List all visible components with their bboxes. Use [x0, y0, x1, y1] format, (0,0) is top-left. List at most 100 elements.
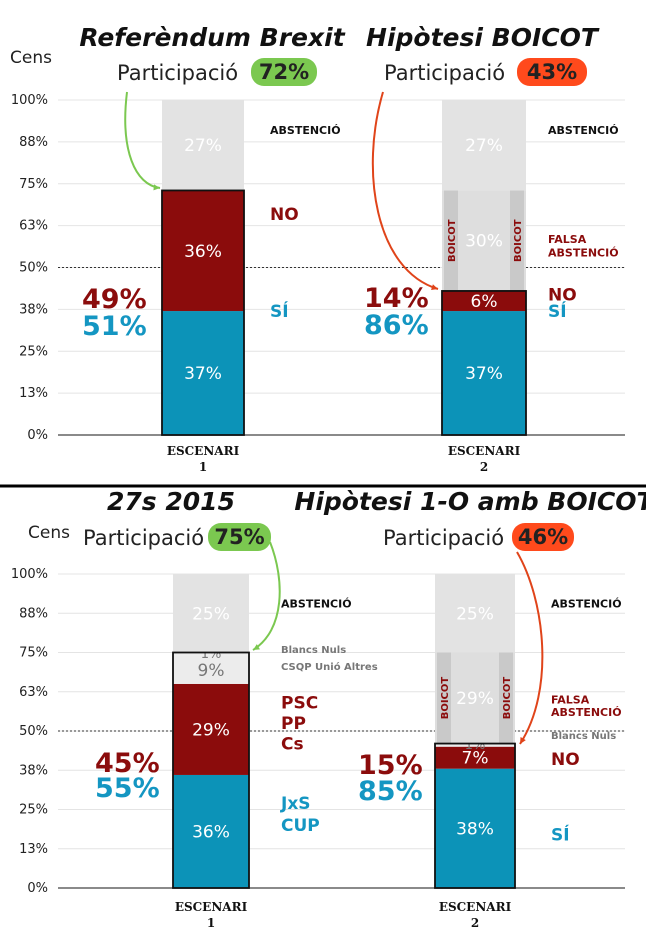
participation-outline: [441, 290, 527, 436]
boicot-strip-right: [499, 652, 513, 744]
participation-label: Participació: [383, 526, 504, 550]
annotation-arrow: [371, 91, 439, 290]
side-label: ABSTENCIÓ: [551, 706, 622, 719]
y-tick-label: 13%: [19, 842, 48, 857]
boicot-strip-left: [444, 190, 458, 291]
panel-title: Referèndum Brexit: [79, 23, 345, 52]
side-label: SÍ: [548, 300, 567, 322]
y-tick-label: 100%: [11, 567, 48, 582]
vote-share-no: 49%: [82, 284, 147, 315]
x-category-label: ESCENARI: [175, 900, 248, 914]
side-label: PP: [281, 714, 306, 734]
side-label: CSQP Unió Altres: [281, 661, 378, 673]
bar-segment-label: 25%: [456, 604, 494, 624]
x-category-number: 2: [480, 460, 488, 474]
bar-segment-si: [435, 768, 515, 888]
axis-group-1: 0% 13% 25% 38% 50% 63% 75% 88% 100% Cens: [10, 48, 625, 443]
y-tick-label: 50%: [19, 261, 48, 276]
bar-segment-label: 6%: [471, 292, 498, 312]
boicot-vertical-label: BOICOT: [513, 219, 524, 262]
annotation-arrow: [124, 91, 161, 189]
arrow-head: [153, 184, 160, 191]
annotation-arrow: [516, 551, 544, 745]
x-category-label: ESCENARI: [448, 444, 521, 458]
bar-segment-si: [162, 311, 244, 435]
side-label: ABSTENCIÓ: [551, 598, 622, 611]
participation-badge: [517, 58, 587, 86]
side-label: NO: [551, 750, 580, 770]
y-tick-label: 38%: [19, 302, 48, 317]
side-label: Blancs Nuls: [281, 645, 346, 656]
x-category-label: ESCENARI: [167, 444, 240, 458]
bar-segment-si: [173, 774, 249, 888]
y-tick-label: 75%: [19, 646, 48, 661]
arrow-head: [431, 284, 438, 291]
y-tick-label: 25%: [19, 803, 48, 818]
arrow-head: [253, 644, 260, 650]
vote-share-no: 15%: [358, 750, 423, 781]
y-tick-label: 88%: [19, 606, 48, 621]
axis-group-2: 0% 13% 25% 38% 50% 63% 75% 88% 100% Cens: [11, 523, 625, 896]
y-axis-title: Cens: [28, 523, 70, 543]
bar-segment-no: [173, 683, 249, 775]
participation-label: Participació: [117, 61, 238, 85]
x-category-number: 2: [471, 916, 479, 930]
bar-segment-label: 29%: [192, 720, 230, 740]
participation-value: 43%: [527, 60, 577, 84]
bar-segment-label: 37%: [465, 364, 503, 384]
side-label: FALSA: [548, 233, 587, 246]
y-tick-label: 88%: [19, 135, 48, 150]
bar-segment-label: 27%: [184, 136, 222, 156]
vote-share-si: 55%: [95, 773, 160, 804]
x-category-number: 1: [199, 460, 207, 474]
side-label: FALSA: [551, 693, 590, 706]
bar-segment-label: 29%: [456, 689, 494, 709]
side-label: ABSTENCIÓ: [548, 124, 619, 137]
panel-title: Hipòtesi BOICOT: [366, 23, 600, 52]
bar-segment-label: 7%: [462, 749, 489, 769]
bar-segment-label: 36%: [184, 242, 222, 262]
participation-badge: [208, 523, 271, 551]
participation-label: Participació: [384, 61, 505, 85]
side-label: CUP: [281, 816, 320, 836]
side-label: SÍ: [551, 824, 570, 846]
boicot-vertical-label: BOICOT: [502, 677, 513, 720]
side-label: Blancs Nuls: [551, 731, 616, 742]
bar-segment-abstencio: [173, 574, 249, 653]
participation-outline: [161, 189, 245, 436]
side-label: NO: [548, 285, 577, 305]
y-tick-label: 13%: [19, 386, 48, 401]
bar-segment-label: 27%: [465, 136, 503, 156]
participation-outline: [172, 651, 250, 889]
bar-segment-no: [162, 190, 244, 312]
bar-segment-label: 25%: [192, 604, 230, 624]
side-label: ABSTENCIÓ: [270, 124, 341, 137]
participation-outline: [434, 742, 516, 889]
side-label: Cs: [281, 735, 304, 755]
x-category-label: ESCENARI: [439, 900, 512, 914]
y-tick-label: 50%: [19, 724, 48, 739]
participation-label: Participació: [83, 526, 204, 550]
bar-segment-label: 36%: [192, 822, 230, 842]
bar-segment-no: [442, 290, 526, 312]
vote-share-no: 45%: [95, 748, 160, 779]
arrow-head: [520, 737, 526, 744]
y-tick-label: 25%: [19, 344, 48, 359]
side-label: JxS: [280, 794, 311, 814]
bar-segment-no: [435, 746, 515, 769]
bar-segment-altres: [173, 655, 249, 684]
vote-share-si: 86%: [364, 310, 429, 341]
annotation-arrow: [252, 541, 281, 651]
bar-segment-label: 38%: [456, 819, 494, 839]
side-label: SÍ: [270, 300, 289, 322]
side-label: NO: [270, 205, 299, 225]
y-tick-label: 0%: [27, 881, 48, 896]
panel-title: Hipòtesi 1-O amb BOICOT: [294, 487, 646, 516]
vote-share-si: 85%: [358, 776, 423, 807]
y-tick-label: 100%: [11, 93, 48, 108]
bar-segment-blancs: [173, 652, 249, 656]
participation-badge: [251, 58, 317, 86]
vote-share-si: 51%: [82, 311, 147, 342]
y-tick-label: 75%: [19, 177, 48, 192]
